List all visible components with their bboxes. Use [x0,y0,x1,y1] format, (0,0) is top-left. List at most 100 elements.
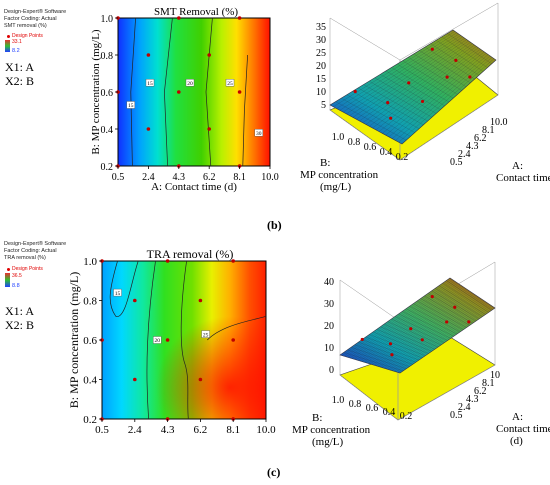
contour-label: 20 [154,338,160,344]
surface-grid-line [438,285,486,315]
smt-contour-chart: 15 15 20 25 30 0.5 2.4 4.3 6.2 8.1 10.0 0.2 0.4 0.6… [90,6,279,193]
smt-surface-points [353,47,472,120]
tra-y-axis-label: B: MP concentration (mg/L) [67,272,81,409]
b-tick-label: 0.4 [383,407,396,418]
design-point [177,16,181,20]
factor-coding-b: Factor Coding: Actual [4,16,57,22]
surface-grid-line [391,303,490,371]
software-label-b: Design-Expert® Software [4,9,67,15]
surface-grid-line [397,63,454,99]
design-point [165,259,170,263]
y-tick-label: 0.8 [101,51,114,62]
z-tick-label: 30 [316,35,326,46]
tra-a-ticks: 108.16.24.32.40.5 [450,370,500,421]
smt-z-ticks: 5 10 15 20 25 30 35 [316,22,326,111]
surface-design-point [467,320,471,324]
z-tick-label: 25 [316,48,326,59]
contour-line [180,260,189,420]
smt-b-ticks: 1.0 0.8 0.6 0.4 0.2 [332,132,409,163]
a-tick-label: 6.2 [474,386,487,397]
contour-line [242,54,248,167]
surface-design-point [390,353,394,357]
tra-b-ticks: 1.0 0.8 0.6 0.4 0.2 [332,395,413,422]
surface-design-point [353,89,357,94]
smt-surface-grid [333,31,495,143]
surface-grid-line [436,40,484,72]
contour-line [205,17,213,167]
contour-label: 30 [256,131,262,137]
design-point-marker-icon [7,268,10,271]
design-point [207,53,211,57]
surface-design-point [445,320,449,324]
smt-heatmap-surface [118,18,270,166]
contour-line [109,260,139,317]
z-tick-label: 15 [316,74,326,85]
surface-design-point [430,295,434,299]
x-tick-label: 8.1 [226,424,240,436]
b-tick-label: 0.6 [366,403,379,414]
surface-grid-line [385,53,487,136]
smt-x-ticks: 0.5 2.4 4.3 6.2 8.1 10.0 [112,166,279,183]
smt-x-axis-label: A: Contact time (d) [151,181,237,193]
a-tick-label: 6.2 [474,133,487,144]
surface-grid-line [435,288,483,317]
contour-label-box [254,128,264,137]
smt-a-axis-line2: Contact time (d) [496,172,550,184]
x-tick-label: 0.5 [95,424,109,436]
contour-line [146,260,156,420]
contour-label-box [225,79,235,87]
smt-contour-lines: 15 15 20 25 30 [126,17,264,167]
smt-design-points [116,16,242,168]
a-tick-label: 2.4 [458,149,471,160]
surface-grid-line [372,47,479,129]
a-tick-label: 10.0 [490,117,508,128]
tra-b-axis-line1: B: [312,412,322,424]
tra-x-ticks: 0.5 2.4 4.3 6.2 8.1 10.0 [95,419,276,436]
surface-design-point [420,338,424,342]
a-tick-label: 8.1 [482,378,495,389]
a-tick-label: 0.5 [450,157,463,168]
x-tick-label: 4.3 [161,424,175,436]
contour-label-box [113,288,122,297]
smt-a-ticks: 10.08.16.24.32.40.5 [450,117,508,168]
x1-factor-c: X1: A [5,304,35,318]
surface-design-point [468,75,472,79]
y-tick-label: 0.6 [83,335,97,347]
factor-coding-c: Factor Coding: Actual [4,248,57,254]
surface-design-point [420,99,425,104]
b-tick-label: 0.8 [349,399,362,410]
tra-contour-lines: 15 20 25 [109,260,267,420]
smt-y-axis-label: B: MP concentration (mg/L) [90,29,102,154]
smt-y-ticks: 0.2 0.4 0.6 0.8 1.0 [101,14,118,173]
design-point [165,338,170,342]
smt-b-axis-line2: MP concentration [300,169,379,181]
x-tick-label: 2.4 [142,172,155,183]
caption-c: (c) [267,465,281,479]
tra-b-axis-line2: MP concentration [292,424,371,436]
surface-grid-line [431,290,480,319]
surface-grid-line [402,60,458,95]
x-tick-label: 2.4 [128,424,142,436]
surface-grid-line [419,50,471,84]
b-tick-label: 0.8 [348,137,361,148]
x-tick-label: 6.2 [194,424,208,436]
tra-surface-points [360,295,471,357]
surface-design-point [453,305,457,309]
surface-grid-line [379,50,483,132]
surface-grid-line [441,36,488,68]
x-tick-label: 0.5 [112,172,125,183]
design-point [231,338,235,342]
tra-y-ticks: 0.2 0.4 0.6 0.8 1.0 [83,256,102,426]
legend-low-b: 8.2 [12,48,20,54]
tra-a-axis-line1: A: [512,411,523,423]
surface-design-point [389,116,393,120]
contour-label: 25 [203,332,209,338]
x-tick-label: 10.0 [261,172,279,183]
z-tick-label: 5 [321,100,326,111]
surface-design-point [386,101,390,105]
surface-grid-line [398,58,495,143]
surface-design-point [430,47,434,51]
b-tick-label: 0.2 [400,411,413,422]
z-tick-label: 30 [324,299,334,310]
